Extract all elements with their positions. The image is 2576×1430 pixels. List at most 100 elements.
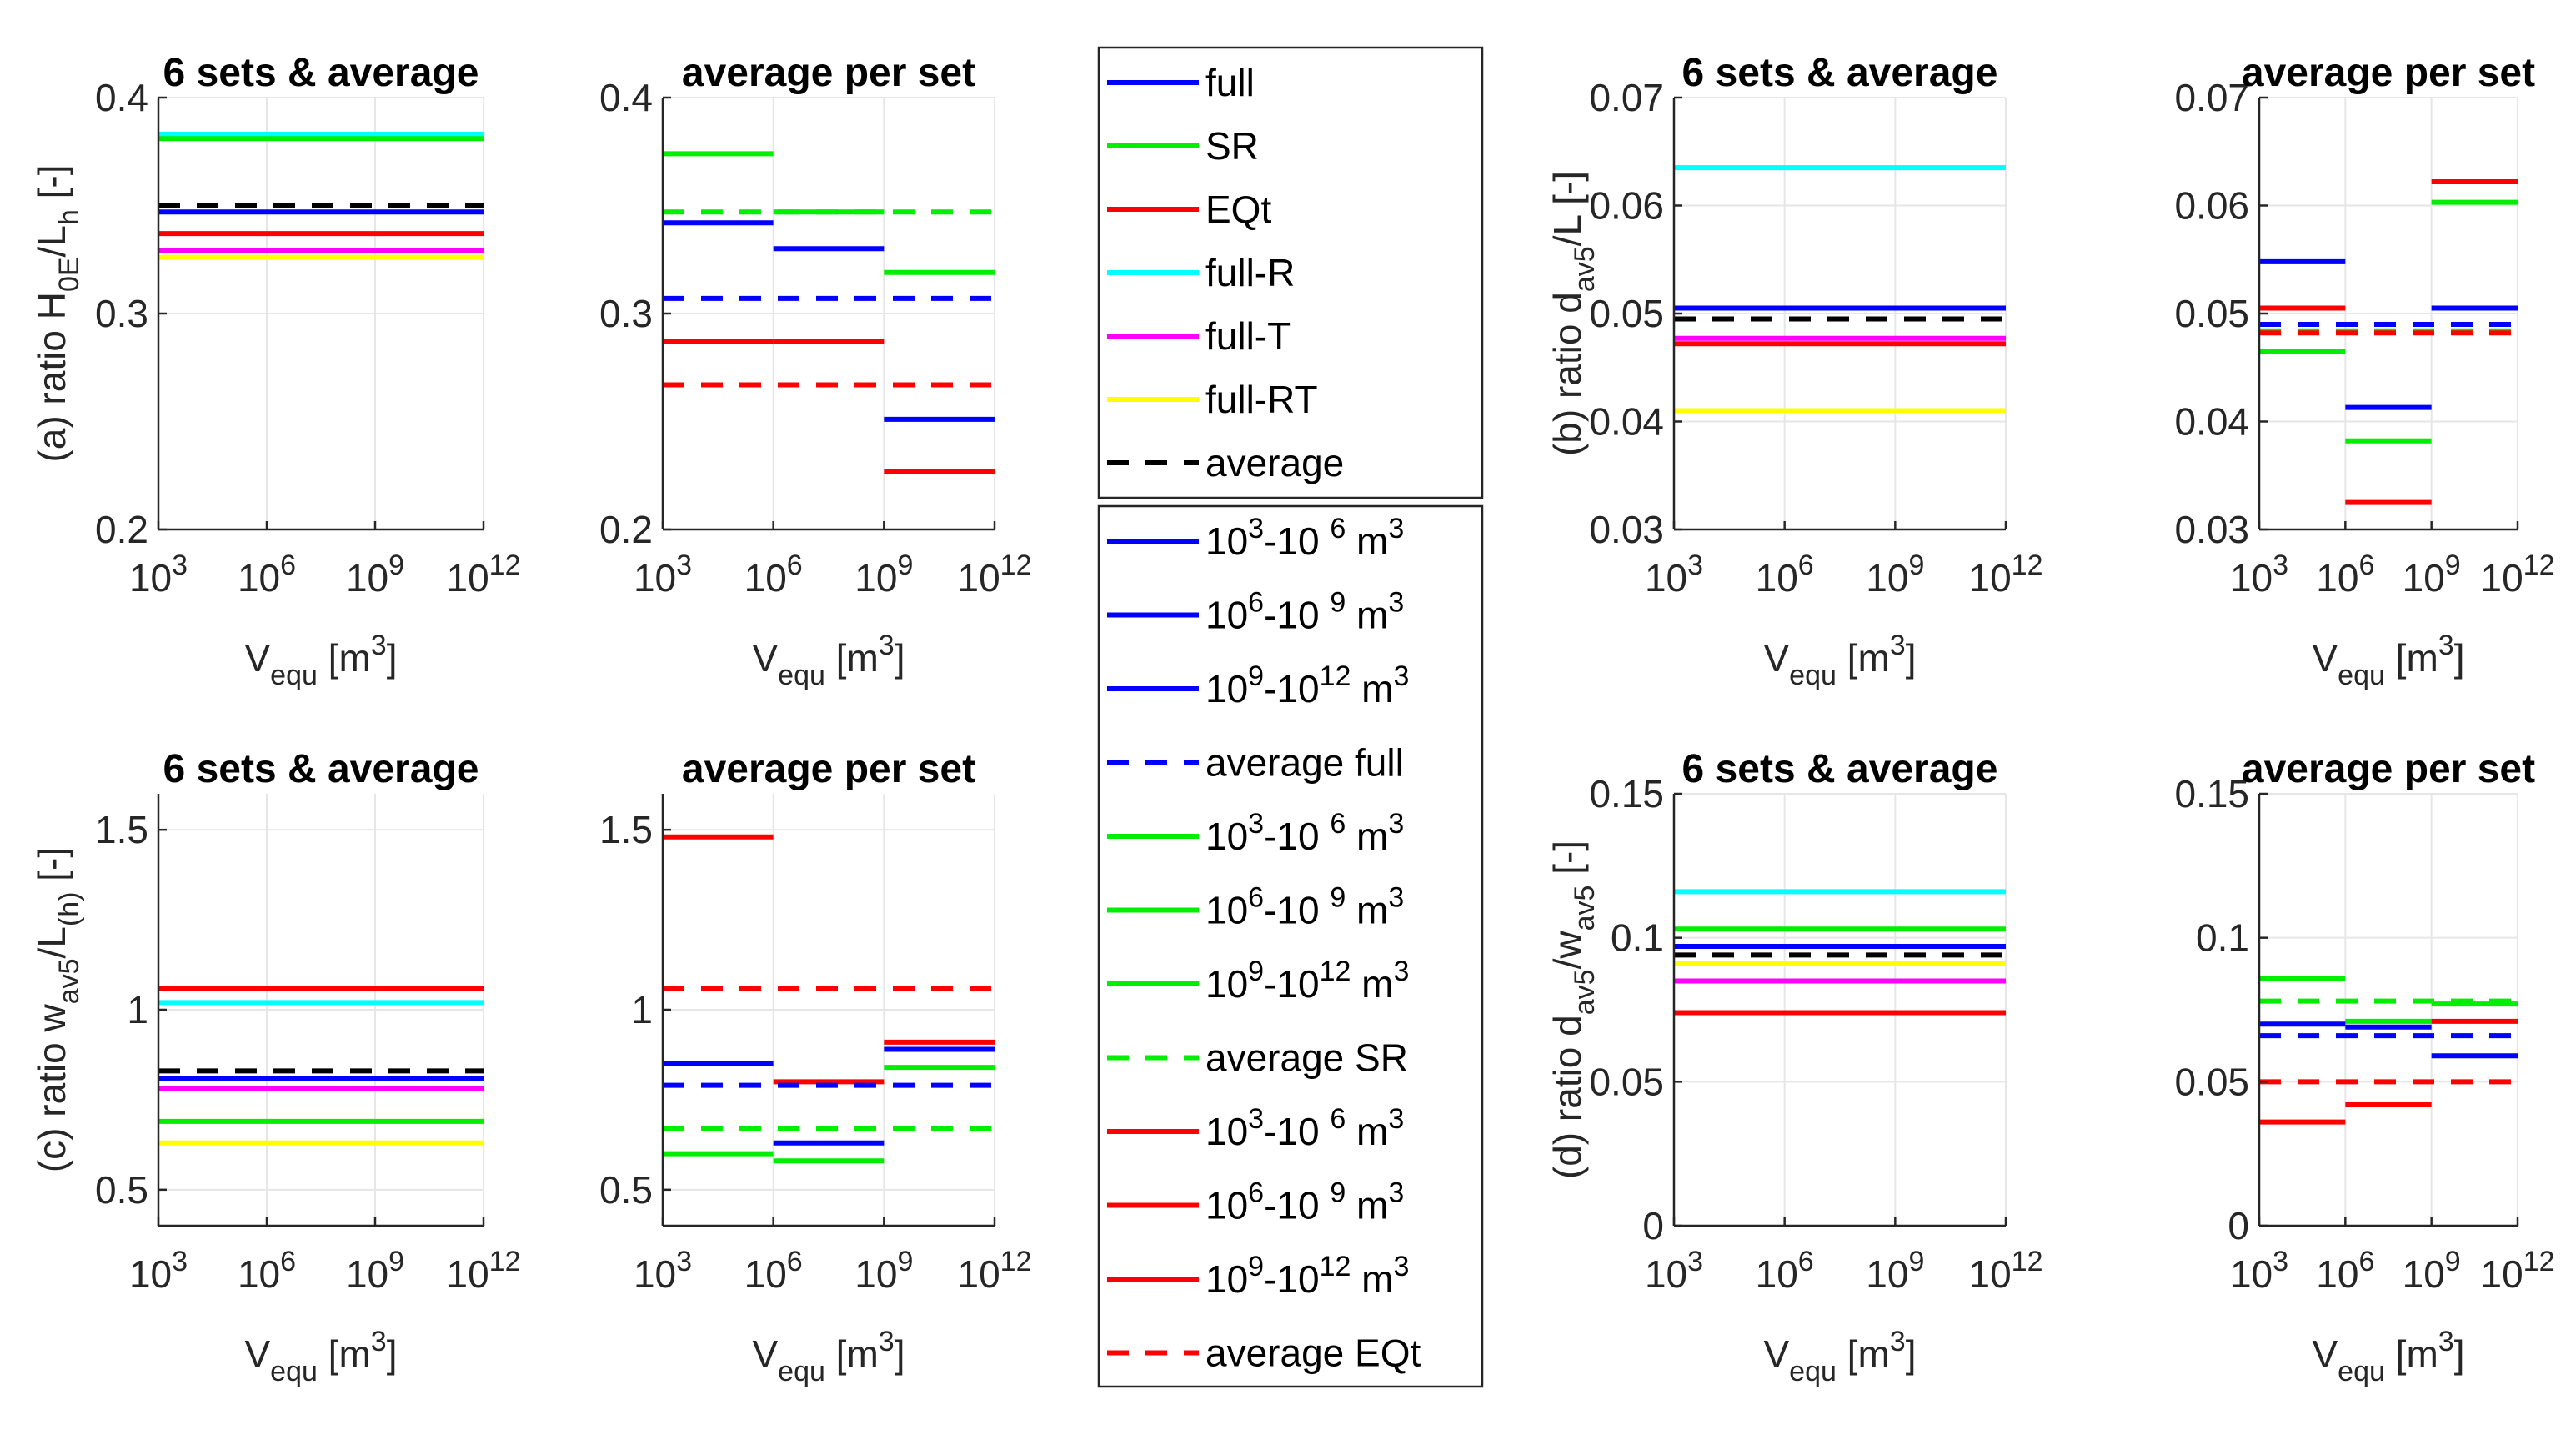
panel-title: average per set (2242, 747, 2535, 791)
legend-sets: full SR EQt full-R full-T full-RT average (1097, 46, 1484, 499)
plot-area (1674, 794, 2006, 1226)
x-axis-label: Vequ [m3] (1763, 630, 1916, 691)
legend-label: 106-10 9 m3 (1205, 1177, 1404, 1227)
x-axis-label: Vequ [m3] (2312, 1326, 2464, 1387)
x-tick-label: 106 (1756, 1246, 1814, 1296)
x-tick-label: 103 (129, 1246, 188, 1296)
legend-label: 103-10 6 m3 (1205, 1103, 1404, 1153)
legend-item: 106-10 9 m3 (1107, 1177, 1404, 1227)
y-tick-label: 0.1 (2196, 916, 2249, 960)
y-tick-label: 0.15 (1589, 772, 1664, 815)
panel-a-avg: 0.2 0.3 0.4 103 106 109 1012 Vequ [m3] average p… (599, 51, 1031, 691)
legend-label: full-R (1205, 251, 1295, 294)
x-tick-label: 1012 (958, 549, 1032, 600)
y-tick-label: 0.07 (2174, 76, 2249, 119)
y-tick-label: 0.15 (2174, 772, 2249, 815)
x-axis-label: Vequ [m3] (752, 630, 905, 691)
y-tick-label: 0.06 (1589, 184, 1664, 228)
x-tick-label: 103 (2230, 549, 2288, 600)
legend-item: EQt (1107, 188, 1271, 231)
legend-item: 103-10 6 m3 (1107, 808, 1404, 858)
y-tick-label: 0.05 (1589, 1060, 1664, 1103)
x-tick-label: 106 (2316, 549, 2374, 600)
x-tick-label: 103 (634, 549, 692, 600)
panel-d-avg: 0 0.05 0.1 0.15 103 106 109 1012 Vequ [m3] averag… (2174, 747, 2554, 1387)
panel-title: 6 sets & average (1682, 51, 1998, 95)
x-tick-label: 103 (1645, 549, 1703, 600)
legend-item: 109-1012 m3 (1107, 660, 1409, 710)
y-tick-label: 0.2 (599, 508, 653, 551)
legend-label: 106-10 9 m3 (1205, 587, 1404, 637)
x-tick-label: 109 (854, 1246, 913, 1296)
y-tick-label: 0.3 (95, 292, 148, 335)
y-tick-label: 0.05 (2174, 292, 2249, 335)
x-tick-label: 103 (1645, 1246, 1703, 1296)
x-axis-label: Vequ [m3] (1763, 1326, 1916, 1387)
panel-c-avg: 0.5 1 1.5 103 106 109 1012 Vequ [m3] average per… (599, 747, 1031, 1387)
legend-item: average (1107, 441, 1344, 484)
y-tick-label: 1 (127, 988, 148, 1031)
panel-title: average per set (2242, 51, 2535, 95)
legend-label: SR (1205, 124, 1259, 168)
legend-item: 109-1012 m3 (1107, 956, 1409, 1006)
y-tick-label: 0.06 (2174, 184, 2249, 228)
legend-label: 109-1012 m3 (1205, 956, 1409, 1006)
x-tick-label: 106 (238, 1246, 296, 1296)
legend-label: 109-1012 m3 (1205, 660, 1409, 710)
x-tick-label: 106 (238, 549, 296, 600)
legend-item: 106-10 9 m3 (1107, 882, 1404, 932)
x-axis-label: Vequ [m3] (752, 1326, 905, 1387)
y-tick-label: 0.03 (1589, 508, 1664, 551)
legend-item: average SR (1107, 1036, 1408, 1080)
x-tick-label: 1012 (2481, 549, 2555, 600)
legend-item: full-R (1107, 251, 1295, 294)
x-tick-label: 109 (2403, 549, 2461, 600)
legend-label: 106-10 9 m3 (1205, 882, 1404, 932)
legend-ranges: 103-10 6 m3 106-10 9 m3 109-1012 m3 average… (1097, 504, 1484, 1388)
panel-d-sets: 0 0.05 0.1 0.15 103 106 109 1012 Vequ [m3] 6 sets… (1546, 747, 2043, 1387)
legend-label: average (1205, 441, 1344, 484)
x-tick-label: 109 (1866, 1246, 1924, 1296)
y-axis-label: (d) ratio dav5/wav5 [-] (1546, 840, 1601, 1179)
y-axis-label: (c) ratio wav5/L(h) [-] (30, 847, 85, 1172)
legend-item: average EQt (1107, 1332, 1421, 1375)
x-tick-label: 109 (1866, 549, 1924, 600)
panel-a-sets: 0.2 0.3 0.4 103 106 109 1012 Vequ [m3] 6 sets & … (30, 51, 521, 691)
x-axis-label: Vequ [m3] (2312, 630, 2464, 691)
legend-label: 109-1012 m3 (1205, 1251, 1409, 1301)
x-tick-label: 1012 (2481, 1246, 2555, 1296)
x-tick-label: 103 (129, 549, 188, 600)
legend-label: 103-10 6 m3 (1205, 513, 1404, 563)
x-axis-label: Vequ [m3] (244, 630, 397, 691)
y-tick-label: 0.4 (599, 76, 653, 119)
y-axis-label: (b) ratio dav5/L [-] (1546, 171, 1601, 456)
y-tick-label: 0.03 (2174, 508, 2249, 551)
x-tick-label: 106 (744, 549, 803, 600)
legend-item: full-RT (1107, 378, 1318, 421)
y-tick-label: 0.5 (599, 1168, 653, 1212)
panel-c-sets: 0.5 1 1.5 103 106 109 1012 Vequ [m3] 6 sets & av… (30, 747, 521, 1387)
x-tick-label: 1012 (958, 1246, 1032, 1296)
y-tick-label: 0.07 (1589, 76, 1664, 119)
y-tick-label: 0 (1642, 1204, 1664, 1247)
legend-label: full-RT (1205, 378, 1318, 421)
y-tick-label: 0.1 (1611, 916, 1664, 960)
panel-title: 6 sets & average (163, 51, 479, 95)
legend-label: average SR (1205, 1036, 1408, 1080)
y-tick-label: 0.05 (1589, 292, 1664, 335)
x-tick-label: 1012 (1969, 549, 2043, 600)
legend-item: full (1107, 61, 1255, 104)
x-tick-label: 106 (744, 1246, 803, 1296)
panel-b-avg: 0.03 0.04 0.05 0.06 0.07 103 106 109 1012 Vequ [m… (2174, 51, 2554, 691)
legend-label: full (1205, 61, 1255, 104)
legend-item: SR (1107, 124, 1259, 168)
plot-area (2259, 794, 2518, 1226)
y-tick-label: 1.5 (95, 808, 148, 851)
x-tick-label: 103 (2230, 1246, 2288, 1296)
legend-item: full-T (1107, 314, 1291, 358)
y-tick-label: 0 (2228, 1204, 2249, 1247)
x-tick-label: 103 (634, 1246, 692, 1296)
legend-ranges-box (1097, 504, 1484, 1388)
legend-item: 106-10 9 m3 (1107, 587, 1404, 637)
x-tick-label: 109 (854, 549, 913, 600)
